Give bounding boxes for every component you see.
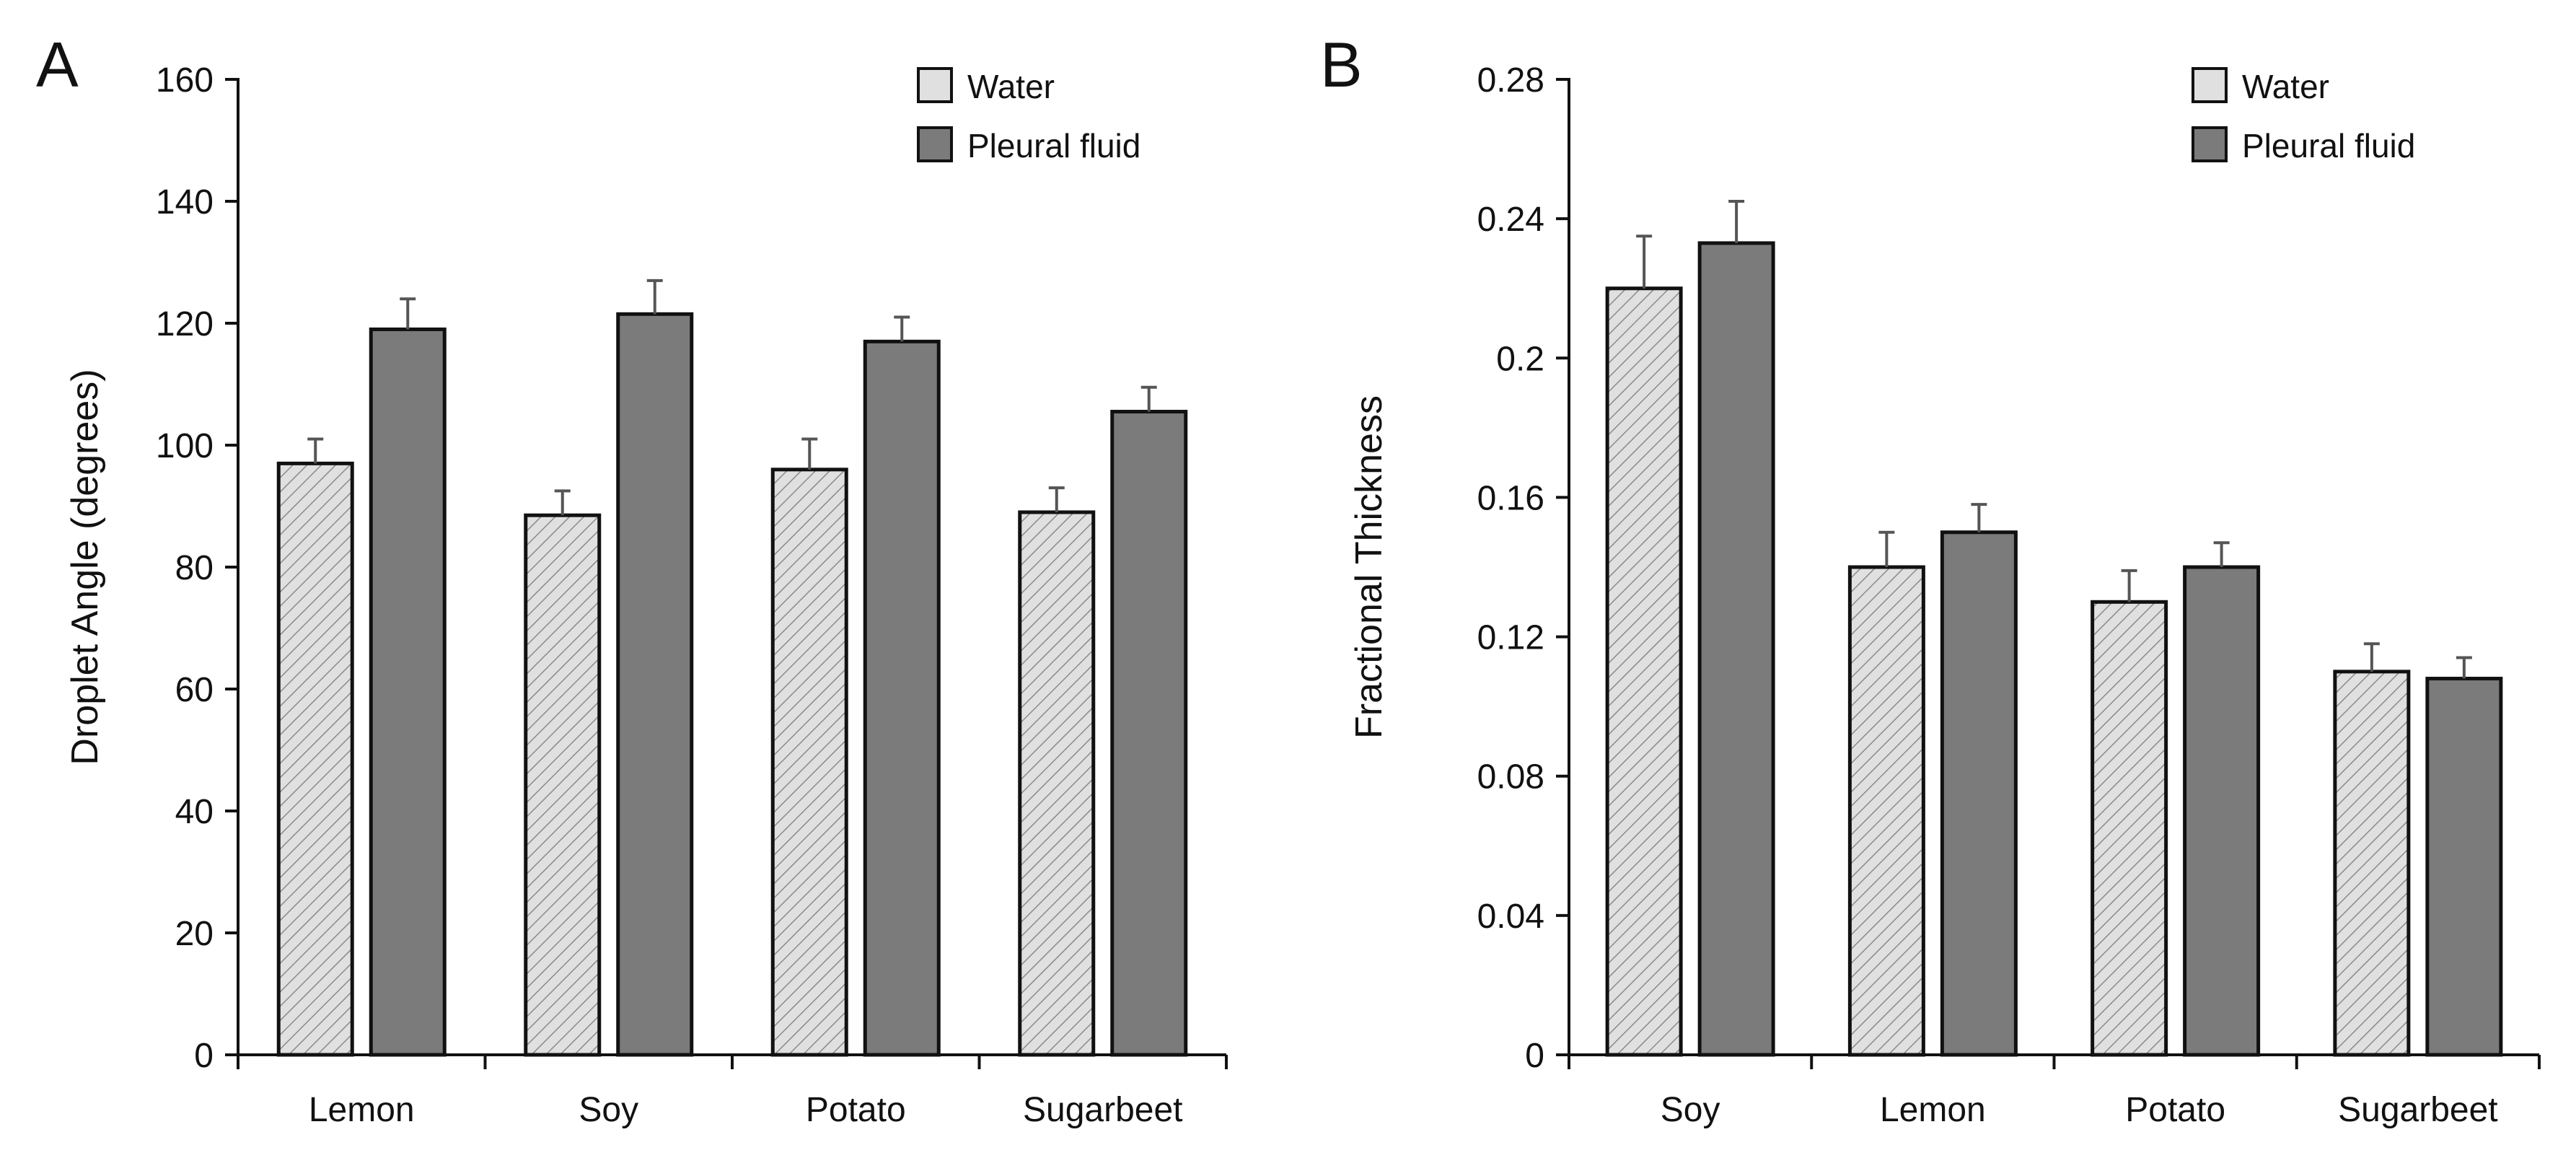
- bar-pleural-fluid: [369, 327, 447, 1057]
- bar-pleural-fluid: [2183, 565, 2261, 1057]
- category-label: Potato: [2125, 1091, 2225, 1129]
- bar-water: [524, 513, 602, 1057]
- category-label: Soy: [579, 1091, 638, 1129]
- bar-water: [1847, 565, 1925, 1057]
- legend: Water Pleural fluid: [917, 67, 1140, 165]
- bar-pleural-fluid: [1697, 241, 1775, 1057]
- y-tick-label: 0: [194, 1037, 214, 1075]
- category-label: Lemon: [309, 1091, 415, 1129]
- y-axis-title: Droplet Angle (degrees): [64, 369, 106, 765]
- y-tick-label: 0.2: [1496, 340, 1544, 378]
- y-tick-label: 40: [175, 793, 214, 831]
- bar-pleural-fluid: [863, 339, 941, 1057]
- legend: Water Pleural fluid: [2192, 67, 2415, 165]
- y-axis-title: Fractional Thickness: [1348, 395, 1390, 739]
- y-tick-label: 60: [175, 671, 214, 709]
- panel-a: A Droplet Angle (degrees) 0 20 40 60 80 100 120 1…: [36, 29, 1228, 1129]
- bar-water: [770, 468, 848, 1057]
- bar-water: [1018, 510, 1096, 1057]
- bar-pleural-fluid: [1110, 410, 1188, 1057]
- y-tick-label: 120: [156, 305, 214, 343]
- y-tick-label: 80: [175, 549, 214, 587]
- legend-label: Water: [967, 68, 1055, 105]
- panel-letter: A: [36, 29, 79, 100]
- bar-water: [2333, 670, 2411, 1057]
- legend-swatch: [917, 126, 953, 162]
- bar-water: [2091, 600, 2168, 1057]
- panel-letter: B: [1320, 29, 1363, 100]
- category-label: Lemon: [1880, 1091, 1986, 1129]
- y-tick-label: 0.04: [1477, 898, 1544, 936]
- category-label: Soy: [1661, 1091, 1720, 1129]
- legend-label: Pleural fluid: [2242, 127, 2415, 165]
- bar-pleural-fluid: [616, 312, 694, 1057]
- y-tick-label: 0: [1525, 1037, 1544, 1075]
- bar-water: [1605, 286, 1683, 1057]
- legend-label: Pleural fluid: [967, 127, 1140, 165]
- y-tick-label: 160: [156, 61, 214, 100]
- bar-pleural-fluid: [1940, 530, 2018, 1057]
- y-tick-label: 100: [156, 427, 214, 465]
- bar-pleural-fluid: [2425, 677, 2503, 1057]
- category-label: Sugarbeet: [2338, 1091, 2498, 1129]
- legend-swatch: [2192, 126, 2228, 162]
- y-tick-label: 0.12: [1477, 619, 1544, 657]
- bar-water: [276, 461, 354, 1057]
- y-tick-label: 0.16: [1477, 479, 1544, 517]
- legend-swatch: [917, 67, 953, 103]
- y-tick-label: 140: [156, 183, 214, 221]
- y-tick-label: 0.24: [1477, 201, 1544, 239]
- y-tick-label: 20: [175, 915, 214, 953]
- y-tick-label: 0.08: [1477, 758, 1544, 797]
- category-label: Potato: [806, 1091, 906, 1129]
- category-label: Sugarbeet: [1023, 1091, 1183, 1129]
- y-tick-label: 0.28: [1477, 61, 1544, 100]
- legend-swatch: [2192, 67, 2228, 103]
- legend-label: Water: [2242, 68, 2329, 105]
- panel-b: B Fractional Thickness 0 0.04 0.08 0.12 0.16 0.…: [1320, 29, 2541, 1129]
